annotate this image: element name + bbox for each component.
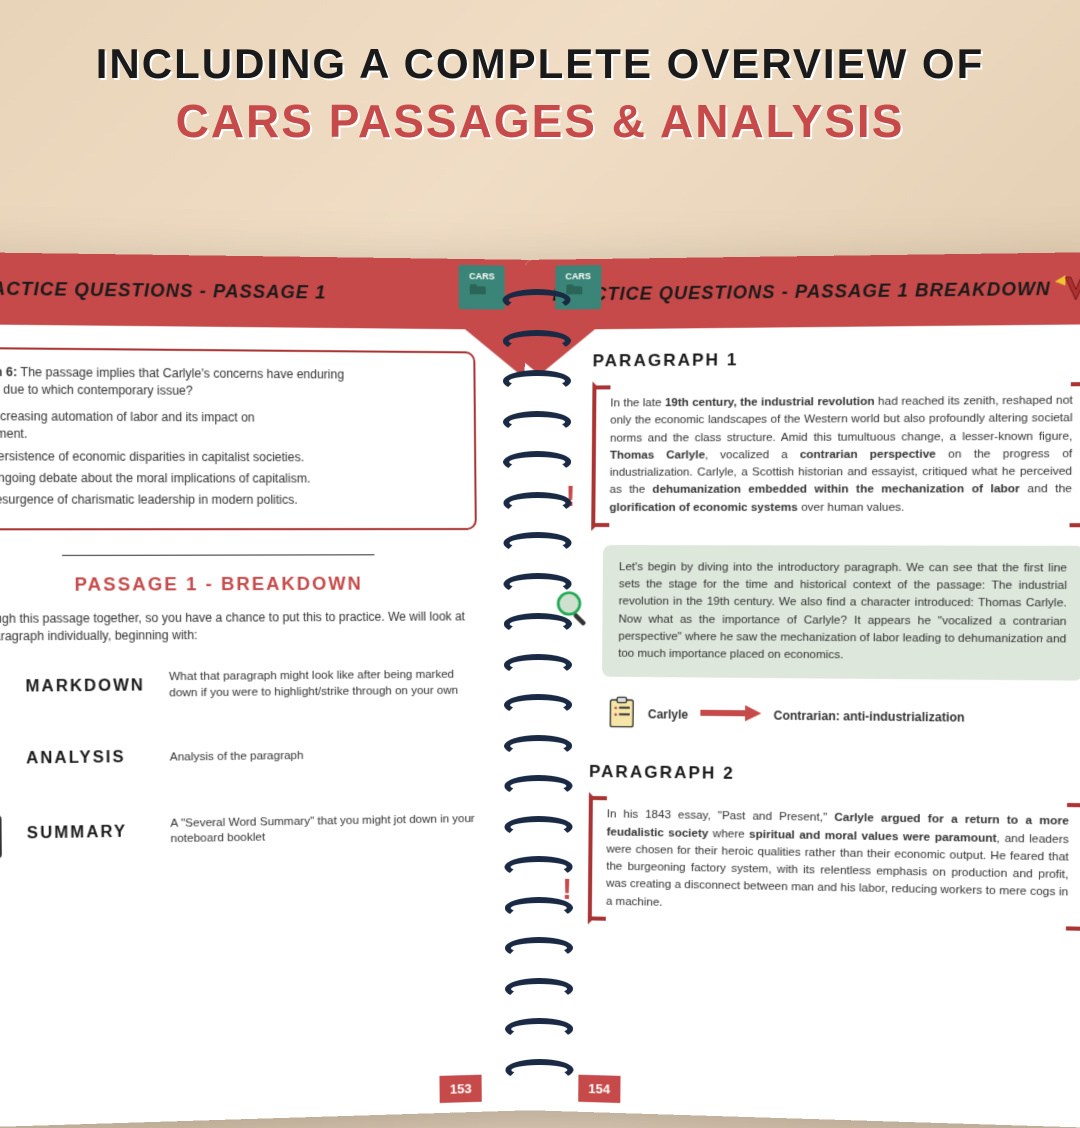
right-page-title: PRACTICE QUESTIONS - PASSAGE 1 BREAKDOWN (552, 278, 1050, 305)
right-page: CARS PRACTICE QUESTIONS - PASSAGE 1 BREA… (518, 252, 1080, 1128)
summary-left: Carlyle (648, 707, 689, 722)
divider (62, 554, 375, 556)
legend-row-analysis: ANALYSIS Analysis of the paragraph (0, 733, 479, 782)
paragraph-2-text: In his 1843 essay, "Past and Present," C… (588, 792, 1080, 934)
legend-row-markdown: ! MARKDOWN What that paragraph might loo… (0, 662, 478, 710)
option-c: he ongoing debate about the moral implic… (0, 470, 458, 489)
breakdown-intro: go through this passage together, so you… (0, 608, 478, 645)
arrow-icon (700, 705, 761, 725)
logo-icon (1053, 267, 1080, 309)
legend-row-summary: SUMMARY A "Several Word Summary" that yo… (0, 803, 480, 860)
analysis-box: Let's begin by diving into the introduct… (602, 545, 1080, 681)
summary-right: Contrarian: anti-industrialization (774, 708, 965, 724)
headline: INCLUDING A COMPLETE OVERVIEW OF CARS PA… (0, 0, 1080, 148)
question-box: stion 6: The passage implies that Carlyl… (0, 347, 477, 530)
left-pagenum: 153 (440, 1075, 482, 1103)
left-topbar: PRACTICE QUESTIONS - PASSAGE 1 CARS (0, 252, 535, 330)
clipboard-icon (607, 695, 635, 732)
right-topbar: CARS PRACTICE QUESTIONS - PASSAGE 1 BREA… (525, 252, 1080, 330)
clipboard-icon (0, 810, 8, 860)
legend: ! MARKDOWN What that paragraph might loo… (0, 662, 480, 861)
right-pagenum: 154 (578, 1075, 620, 1103)
magnify-icon (0, 738, 7, 782)
question-stem: stion 6: The passage implies that Carlyl… (0, 364, 458, 403)
option-a: he increasing automation of labor and it… (0, 408, 458, 446)
paragraph-1-text: In the late 19th century, the industrial… (591, 378, 1080, 531)
headline-line2: CARS PASSAGES & ANALYSIS (0, 94, 1080, 148)
option-d: he resurgence of charismatic leadership … (0, 492, 459, 510)
option-b: he persistence of economic disparities i… (0, 448, 458, 467)
exclaim-icon: ! (0, 665, 7, 710)
summary-row: Carlyle Contrarian: anti-industrializati… (607, 695, 1080, 737)
left-page: PRACTICE QUESTIONS - PASSAGE 1 CARS stio… (0, 252, 542, 1128)
breakdown-heading: PASSAGE 1 - BREAKDOWN (0, 573, 477, 596)
left-page-title: PRACTICE QUESTIONS - PASSAGE 1 (0, 277, 326, 303)
spiral-binding (503, 262, 574, 1108)
paragraph-2-title: PARAGRAPH 2 (589, 762, 1080, 789)
paragraph-1-title: PARAGRAPH 1 (593, 347, 1080, 371)
headline-line1: INCLUDING A COMPLETE OVERVIEW OF (0, 40, 1080, 88)
left-tab: CARS (459, 265, 505, 310)
